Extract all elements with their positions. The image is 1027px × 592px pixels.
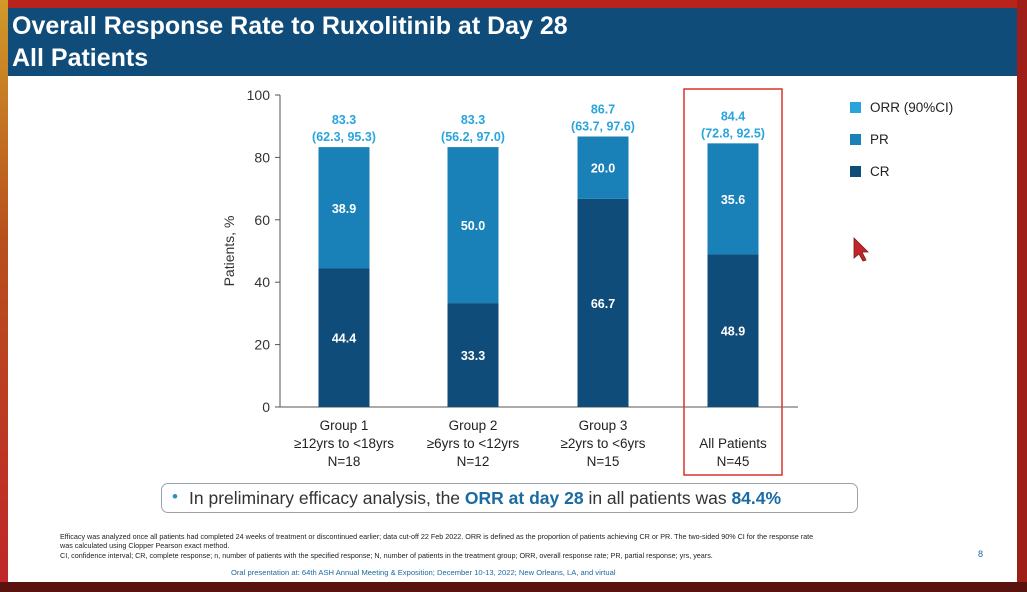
- summary-middle: in all patients was: [583, 488, 732, 508]
- bar-pr: [318, 147, 370, 269]
- bar-pr: [447, 147, 499, 304]
- orr-ci-label: (62.3, 95.3): [312, 130, 376, 144]
- orr-ci-label: (72.8, 92.5): [701, 126, 765, 140]
- highlight-box: [683, 88, 783, 476]
- x-category-label: N=15: [587, 454, 620, 469]
- orr-value-label: 86.7: [591, 102, 615, 116]
- x-category-label: Group 2: [449, 418, 498, 433]
- y-tick-label: 100: [247, 87, 271, 103]
- response-rate-chart: 0 20 40 60 80 100 Patients, % 44.4 38.9 83.3 (62.3…: [221, 87, 953, 476]
- orr-ci-label: (63.7, 97.6): [571, 119, 635, 133]
- legend-label: PR: [870, 132, 889, 147]
- x-category-label: N=12: [457, 454, 490, 469]
- x-category-label: ≥2yrs to <6yrs: [560, 436, 645, 451]
- bar-cr: [318, 268, 370, 407]
- bar-pr: [707, 143, 759, 255]
- bar-cr-label: 33.3: [461, 349, 485, 363]
- footnote-2: was calculated using Clopper Pearson exa…: [60, 541, 230, 550]
- x-category-label: Group 3: [579, 418, 628, 433]
- frame-right: [1017, 0, 1027, 592]
- x-category-label: ≥12yrs to <18yrs: [294, 436, 394, 451]
- bar-pr-label: 20.0: [591, 162, 615, 176]
- summary-text: In preliminary efficacy analysis, the OR…: [189, 488, 781, 509]
- bullet-icon: •: [172, 487, 178, 506]
- mouse-cursor-icon: [853, 237, 869, 262]
- slide: Overall Response Rate to Ruxolitinib at …: [8, 8, 1017, 582]
- summary-callout: • In preliminary efficacy analysis, the …: [161, 483, 858, 513]
- summary-orr-label: ORR at day 28: [464, 488, 584, 508]
- slide-title: Overall Response Rate to Ruxolitinib at …: [12, 12, 568, 40]
- summary-prefix: In preliminary efficacy analysis, the: [189, 488, 465, 508]
- slide-subtitle: All Patients: [12, 44, 149, 72]
- legend-swatch: [850, 134, 861, 145]
- frame-bottom: [0, 582, 1027, 592]
- oral-presentation-note: Oral presentation at: 64th ASH Annual Me…: [231, 568, 616, 577]
- y-tick-label: 60: [254, 212, 270, 228]
- legend-label: ORR (90%CI): [870, 100, 953, 115]
- orr-value-label: 83.3: [332, 113, 356, 127]
- frame-top: [0, 0, 1027, 8]
- summary-orr-value: 84.4%: [731, 488, 782, 508]
- bar-cr-label: 48.9: [721, 325, 745, 339]
- bar-cr: [447, 303, 499, 407]
- bar-cr-label: 44.4: [332, 332, 356, 346]
- orr-value-label: 84.4: [721, 109, 745, 123]
- bar-pr: [577, 136, 629, 199]
- bar-pr-label: 38.9: [332, 202, 356, 216]
- bar-cr: [577, 198, 629, 407]
- legend-swatch: [850, 166, 861, 177]
- bar-pr-label: 35.6: [721, 193, 745, 207]
- bar-pr-label: 50.0: [461, 219, 485, 233]
- orr-ci-label: (56.2, 97.0): [441, 130, 505, 144]
- bar-cr: [707, 254, 759, 407]
- legend-swatch: [850, 102, 861, 113]
- x-category-label: N=18: [328, 454, 361, 469]
- footnote-1: Efficacy was analyzed once all patients …: [60, 532, 814, 541]
- x-category-label: N=45: [717, 454, 750, 469]
- y-tick-label: 80: [254, 149, 270, 165]
- y-tick-label: 40: [254, 274, 270, 290]
- x-category-label: ≥6yrs to <12yrs: [427, 436, 520, 451]
- legend-label: CR: [870, 164, 890, 179]
- title-bar: Overall Response Rate to Ruxolitinib at …: [8, 8, 1017, 76]
- footnote-3: CI, confidence interval; CR, complete re…: [60, 551, 713, 560]
- x-category-label: All Patients: [699, 436, 767, 451]
- orr-value-label: 83.3: [461, 113, 485, 127]
- y-tick-label: 20: [254, 337, 270, 353]
- bar-cr-label: 66.7: [591, 297, 615, 311]
- frame-left: [0, 0, 8, 592]
- x-category-label: Group 1: [320, 418, 369, 433]
- page-number: 8: [978, 549, 984, 559]
- y-axis-label: Patients, %: [221, 216, 237, 287]
- y-tick-label: 0: [262, 399, 270, 415]
